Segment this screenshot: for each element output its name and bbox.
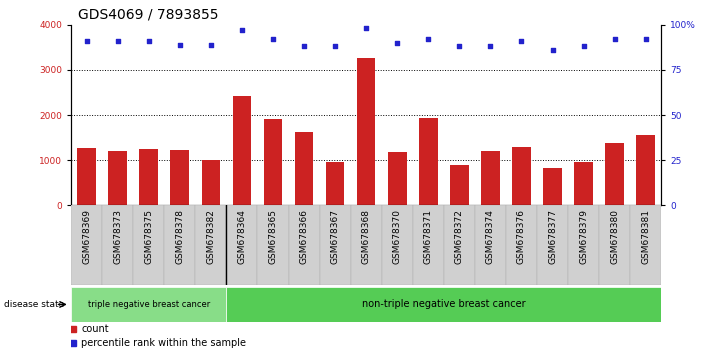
Text: GSM678365: GSM678365 [269, 209, 277, 264]
Bar [102, 205, 133, 285]
Bar [164, 205, 196, 285]
Bar [201, 160, 220, 205]
Point [640, 36, 651, 42]
Text: GSM678374: GSM678374 [486, 209, 495, 264]
Text: count: count [82, 324, 109, 334]
Point [360, 25, 372, 31]
Text: GDS4069 / 7893855: GDS4069 / 7893855 [78, 7, 219, 21]
Text: GSM678375: GSM678375 [144, 209, 154, 264]
Point [299, 44, 310, 49]
Point [81, 38, 92, 44]
Point [329, 44, 341, 49]
Point [547, 47, 558, 53]
Text: GSM678380: GSM678380 [610, 209, 619, 264]
Point [205, 42, 217, 47]
Bar [512, 147, 531, 205]
Bar [636, 135, 655, 205]
Text: GSM678381: GSM678381 [641, 209, 650, 264]
Point [422, 36, 434, 42]
Bar [326, 161, 344, 205]
Point [174, 42, 186, 47]
Text: GSM678378: GSM678378 [176, 209, 184, 264]
Bar [108, 151, 127, 205]
Point [578, 44, 589, 49]
Text: GSM678379: GSM678379 [579, 209, 588, 264]
Bar [295, 132, 314, 205]
Text: GSM678376: GSM678376 [517, 209, 526, 264]
Text: GSM678371: GSM678371 [424, 209, 433, 264]
Bar [357, 58, 375, 205]
Point [609, 36, 620, 42]
Bar [71, 205, 102, 285]
Bar [382, 205, 413, 285]
Text: GSM678368: GSM678368 [362, 209, 370, 264]
Bar [351, 205, 382, 285]
Point [267, 36, 279, 42]
Bar [226, 205, 257, 285]
Bar [71, 287, 226, 322]
Text: GSM678373: GSM678373 [113, 209, 122, 264]
Bar [574, 162, 593, 205]
Bar [605, 143, 624, 205]
Point [143, 38, 154, 44]
Bar [543, 168, 562, 205]
Text: GSM678367: GSM678367 [331, 209, 340, 264]
Point [392, 40, 403, 46]
Text: non-triple negative breast cancer: non-triple negative breast cancer [362, 299, 525, 309]
Point [112, 38, 124, 44]
Text: GSM678370: GSM678370 [392, 209, 402, 264]
Bar [264, 119, 282, 205]
Bar [257, 205, 289, 285]
Bar [599, 205, 630, 285]
Bar [232, 96, 251, 205]
Bar [413, 205, 444, 285]
Bar [133, 205, 164, 285]
Bar [419, 118, 437, 205]
Bar [289, 205, 319, 285]
Text: percentile rank within the sample: percentile rank within the sample [82, 338, 247, 348]
Bar [450, 165, 469, 205]
Text: GSM678366: GSM678366 [299, 209, 309, 264]
Text: triple negative breast cancer: triple negative breast cancer [87, 300, 210, 309]
Text: GSM678382: GSM678382 [206, 209, 215, 264]
Bar [319, 205, 351, 285]
Bar [77, 148, 96, 205]
Bar [196, 205, 226, 285]
Point [485, 44, 496, 49]
Bar [481, 151, 500, 205]
Bar [506, 205, 537, 285]
Bar [444, 205, 475, 285]
Point [454, 44, 465, 49]
Text: disease state: disease state [4, 300, 64, 309]
Text: GSM678369: GSM678369 [82, 209, 91, 264]
Bar [475, 205, 506, 285]
Point [515, 38, 527, 44]
Bar [568, 205, 599, 285]
Text: GSM678364: GSM678364 [237, 209, 247, 264]
Bar [537, 205, 568, 285]
Bar [630, 205, 661, 285]
Point [236, 27, 247, 33]
Text: GSM678377: GSM678377 [548, 209, 557, 264]
Bar [226, 287, 661, 322]
Bar [139, 149, 158, 205]
Text: GSM678372: GSM678372 [455, 209, 464, 264]
Bar [171, 150, 189, 205]
Bar [388, 152, 407, 205]
